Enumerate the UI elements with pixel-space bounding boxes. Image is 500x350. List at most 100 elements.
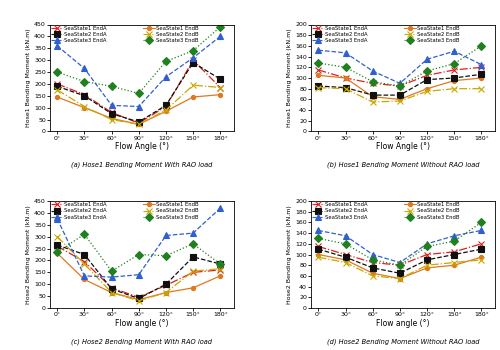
SeaState1 EndB	[342, 258, 348, 262]
Line: SeaState1 EndA: SeaState1 EndA	[316, 64, 484, 89]
SeaState3 EndA	[54, 44, 60, 48]
SeaState1 EndB	[397, 276, 403, 281]
SeaState1 EndA	[424, 252, 430, 257]
SeaState3 EndB	[163, 254, 169, 258]
SeaState1 EndA	[478, 242, 484, 246]
SeaState2 EndA	[424, 77, 430, 82]
SeaState2 EndA	[136, 296, 142, 301]
SeaState3 EndB	[478, 220, 484, 224]
SeaState2 EndA	[54, 243, 60, 247]
SeaState3 EndB	[370, 258, 376, 262]
SeaState1 EndA	[163, 104, 169, 108]
SeaState1 EndA	[478, 65, 484, 69]
SeaState3 EndB	[218, 25, 224, 29]
SeaState2 EndB	[108, 290, 114, 295]
Y-axis label: Hose2 Bending Moment (kN.m): Hose2 Bending Moment (kN.m)	[288, 205, 292, 304]
SeaState1 EndA	[108, 286, 114, 290]
SeaState2 EndA	[54, 84, 60, 89]
SeaState3 EndA	[451, 49, 457, 53]
Line: SeaState2 EndB: SeaState2 EndB	[316, 254, 484, 281]
Legend: SeaState1 EndB, SeaState2 EndB, SeaState3 EndB: SeaState1 EndB, SeaState2 EndB, SeaState…	[142, 25, 200, 44]
SeaState1 EndA	[136, 295, 142, 299]
SeaState3 EndA	[424, 57, 430, 61]
SeaState3 EndA	[163, 233, 169, 238]
SeaState3 EndA	[163, 75, 169, 79]
Line: SeaState2 EndB: SeaState2 EndB	[54, 82, 223, 127]
SeaState3 EndB	[424, 244, 430, 248]
SeaState1 EndB	[190, 95, 196, 99]
SeaState2 EndA	[190, 61, 196, 65]
SeaState1 EndB	[218, 92, 224, 97]
SeaState2 EndA	[82, 252, 87, 257]
SeaState3 EndA	[190, 56, 196, 60]
SeaState2 EndB	[451, 86, 457, 91]
SeaState1 EndB	[451, 263, 457, 267]
SeaState3 EndB	[397, 263, 403, 267]
X-axis label: Flow angle (°): Flow angle (°)	[376, 318, 430, 328]
SeaState2 EndA	[190, 255, 196, 259]
SeaState3 EndB	[478, 44, 484, 48]
SeaState1 EndA	[451, 250, 457, 254]
SeaState1 EndB	[82, 277, 87, 281]
SeaState2 EndA	[108, 112, 114, 116]
SeaState2 EndA	[451, 76, 457, 80]
SeaState3 EndA	[54, 217, 60, 221]
SeaState1 EndA	[218, 268, 224, 272]
SeaState1 EndB	[190, 286, 196, 290]
SeaState2 EndB	[136, 299, 142, 303]
SeaState3 EndB	[218, 262, 224, 266]
X-axis label: Flow Angle (°): Flow Angle (°)	[115, 142, 169, 151]
Line: SeaState3 EndA: SeaState3 EndA	[54, 33, 224, 110]
Line: SeaState3 EndA: SeaState3 EndA	[315, 47, 485, 87]
SeaState3 EndA	[397, 260, 403, 265]
SeaState1 EndB	[136, 122, 142, 126]
SeaState3 EndB	[54, 70, 60, 74]
Line: SeaState1 EndB: SeaState1 EndB	[316, 252, 484, 281]
Y-axis label: Hose1 Bending Moment (kN.m): Hose1 Bending Moment (kN.m)	[26, 29, 32, 127]
SeaState1 EndA	[397, 263, 403, 267]
SeaState3 EndA	[82, 274, 87, 278]
Legend: SeaState1 EndB, SeaState2 EndB, SeaState3 EndB: SeaState1 EndB, SeaState2 EndB, SeaState…	[404, 25, 460, 44]
SeaState2 EndB	[342, 260, 348, 265]
SeaState2 EndA	[163, 103, 169, 107]
Text: (d) Hose2 Bending Moment Without RAO load: (d) Hose2 Bending Moment Without RAO loa…	[327, 338, 480, 344]
SeaState2 EndB	[451, 260, 457, 265]
SeaState2 EndA	[397, 271, 403, 275]
SeaState1 EndA	[190, 58, 196, 62]
SeaState1 EndA	[370, 81, 376, 85]
SeaState3 EndB	[54, 250, 60, 254]
Line: SeaState2 EndA: SeaState2 EndA	[54, 60, 223, 125]
SeaState3 EndB	[316, 236, 322, 240]
Line: SeaState3 EndB: SeaState3 EndB	[316, 220, 484, 268]
Line: SeaState1 EndA: SeaState1 EndA	[54, 57, 223, 126]
Line: SeaState3 EndB: SeaState3 EndB	[54, 24, 223, 96]
SeaState3 EndB	[190, 242, 196, 246]
SeaState1 EndA	[342, 76, 348, 80]
SeaState3 EndA	[424, 242, 430, 246]
SeaState2 EndA	[370, 93, 376, 97]
SeaState2 EndA	[108, 287, 114, 291]
SeaState3 EndA	[108, 275, 114, 279]
SeaState3 EndB	[342, 65, 348, 69]
SeaState3 EndB	[424, 69, 430, 73]
SeaState3 EndB	[82, 232, 87, 236]
Text: (c) Hose2 Bending Moment With RAO load: (c) Hose2 Bending Moment With RAO load	[72, 338, 212, 344]
SeaState1 EndA	[108, 110, 114, 114]
SeaState2 EndB	[370, 274, 376, 278]
SeaState1 EndB	[108, 116, 114, 120]
SeaState3 EndA	[370, 252, 376, 257]
SeaState2 EndA	[478, 72, 484, 76]
Y-axis label: Hose1 Bending Moment (kN.m): Hose1 Bending Moment (kN.m)	[288, 29, 292, 127]
SeaState1 EndA	[342, 252, 348, 257]
SeaState1 EndB	[316, 73, 322, 77]
SeaState3 EndA	[478, 63, 484, 67]
SeaState1 EndA	[218, 85, 224, 90]
SeaState2 EndA	[163, 282, 169, 286]
SeaState3 EndA	[108, 103, 114, 107]
SeaState3 EndA	[218, 34, 224, 38]
SeaState1 EndA	[54, 244, 60, 248]
Text: (a) Hose1 Bending Moment With RAO load: (a) Hose1 Bending Moment With RAO load	[72, 161, 212, 168]
SeaState2 EndB	[108, 118, 114, 122]
SeaState2 EndA	[451, 252, 457, 257]
SeaState1 EndB	[397, 97, 403, 102]
